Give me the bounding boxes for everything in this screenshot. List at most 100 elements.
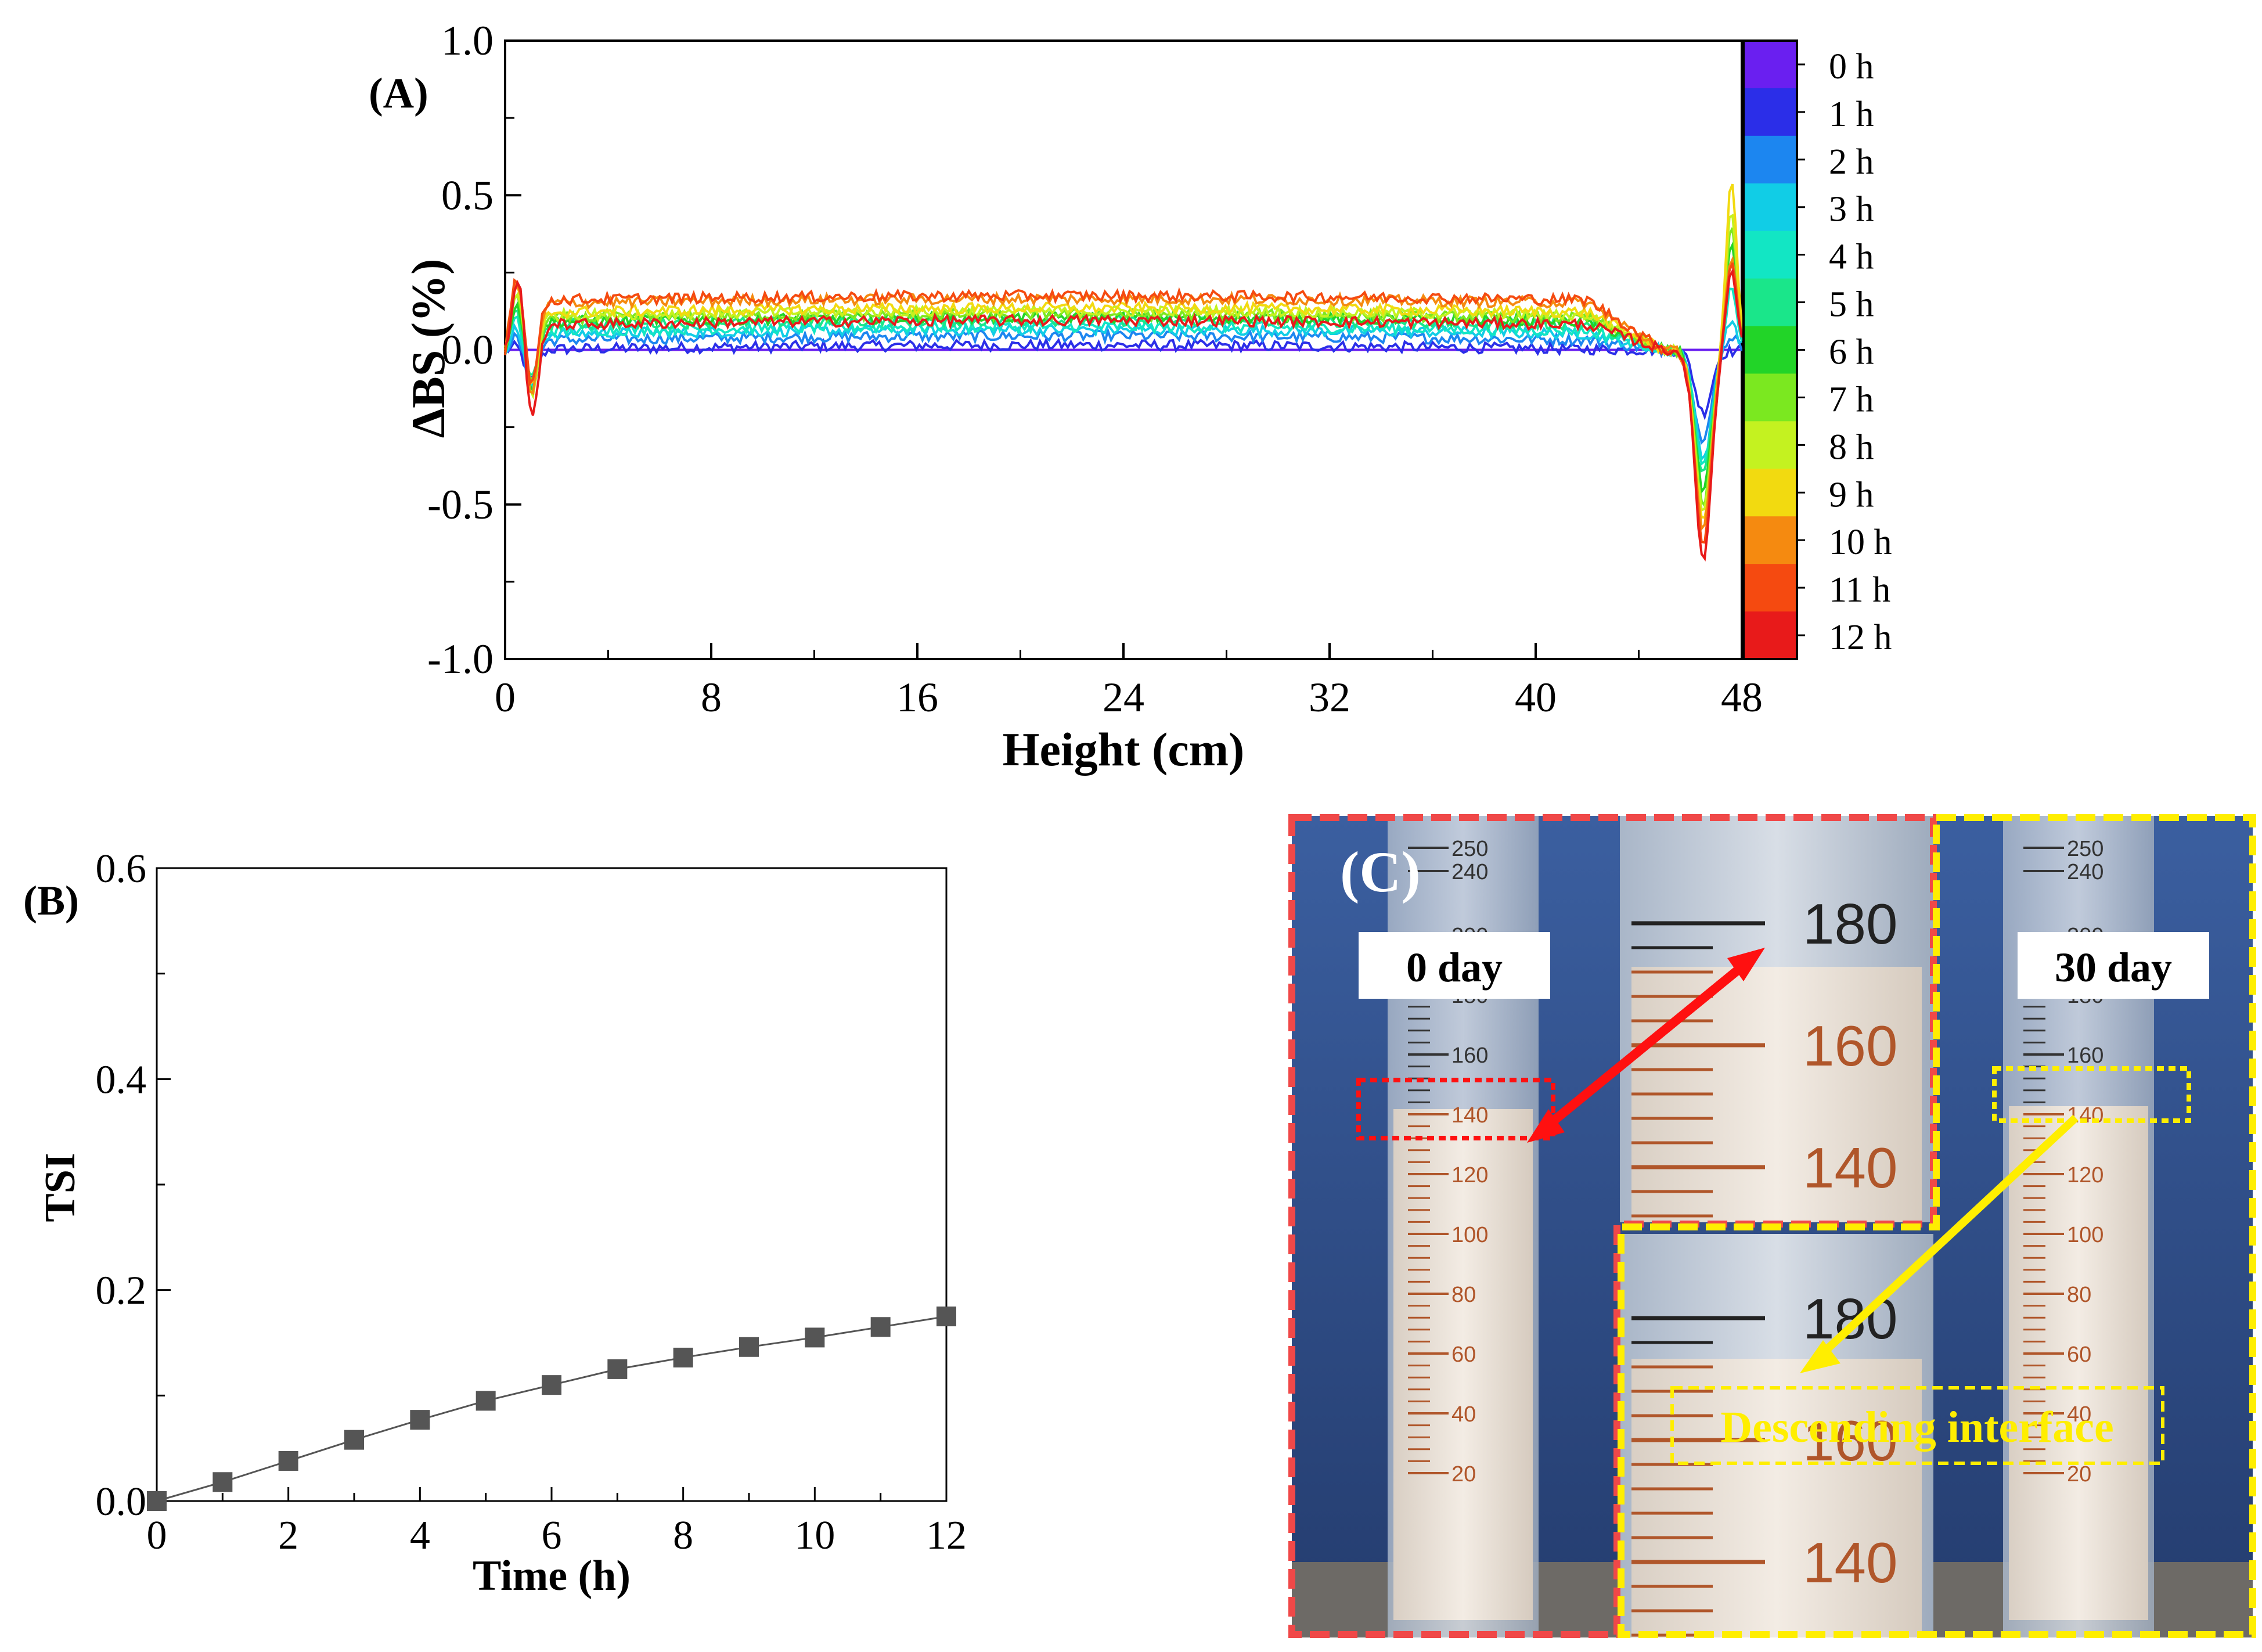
legend-label: 9 h [1829,475,1874,514]
b-x-tick-label: 2 [278,1513,298,1558]
panel-a: (A) 1.0 0.5 0.0 -0.5 -1.0 0 8 16 24 32 40 48 Heigh… [369,17,1892,776]
legend-swatch-0 [1744,41,1797,89]
scale-label: 160 [1451,1043,1488,1068]
legend-label: 1 h [1829,95,1874,134]
arrow-yellow [1800,1114,2079,1373]
legend-label: 7 h [1829,380,1874,419]
zoom-30-day-liquid [1631,1359,1922,1637]
a-y-tick-label: -1.0 [427,636,494,682]
panel-a-x-axis: 0 8 16 24 32 40 48 [495,643,1763,721]
interface-label: Descending interface [1720,1403,2114,1452]
cylinder-30-day-liquid [2009,1106,2148,1620]
a-series-line-1h [504,337,1742,420]
b-y-tick-label: 0.6 [96,847,147,891]
label-box-30-day [2018,932,2209,999]
interface-label-box [1670,1386,2164,1465]
scale-label: 240 [2067,860,2103,884]
legend-swatch-5 [1744,278,1797,327]
legend-swatch-11 [1744,564,1797,613]
scale-label: 20 [1451,1462,1476,1487]
panel-a-label: (A) [369,70,428,117]
scale-label: 80 [1451,1283,1476,1307]
panel-c-label: (C) [1340,840,1421,904]
a-series-line-3h [504,319,1742,462]
b-marker-8h [673,1347,693,1367]
b-marker-12h [937,1307,956,1327]
a-y-tick-label: 1.0 [441,17,494,64]
a-series-line-2h [504,327,1743,445]
arrow-red [1527,948,1765,1143]
scale-label: 80 [2067,1283,2091,1307]
scale-label: 40 [1451,1402,1476,1427]
panel-a-x-label: Height (cm) [1003,723,1245,776]
a-y-tick-label: 0.5 [441,172,494,218]
b-marker-6h [542,1375,561,1395]
legend-label: 2 h [1829,142,1874,182]
panel-b-plot-frame [156,867,948,1502]
a-x-tick-label: 8 [701,674,722,721]
a-series-line-8h [504,213,1743,512]
b-marker-1h [212,1472,233,1492]
zoom-scale-label: 160 [1803,1014,1898,1078]
legend-swatch-7 [1744,373,1797,422]
legend-label: 0 h [1829,47,1874,87]
legend-swatch-8 [1744,421,1797,470]
label-box-0-day [1359,932,1550,999]
zoom-scale-label: 140 [1803,1136,1898,1200]
panel-a-y-label: ΔBS (%) [402,259,455,438]
a-series-line-7h [504,227,1743,509]
panel-b-label: (B) [23,877,79,924]
label-30-day: 30 day [2055,944,2172,991]
zoom-scale-label: 140 [1803,1531,1898,1595]
b-marker-4h [410,1410,430,1430]
legend-swatch-2 [1744,135,1797,184]
legend-swatch-4 [1744,231,1797,279]
legend-label: 6 h [1829,333,1874,372]
scale-label: 250 [2067,837,2103,861]
scale-label: 120 [1451,1163,1488,1187]
scale-label: 140 [1451,1103,1488,1128]
panel-b: (B) 0.6 0.4 0.2 0.0 0 2 4 6 8 10 12 Time (h) TSI [23,847,967,1600]
legend-swatch-12 [1744,611,1797,660]
scale-label: 60 [1451,1343,1476,1367]
a-x-tick-label: 24 [1103,674,1144,721]
b-marker-9h [739,1337,759,1357]
b-series-line [156,1315,947,1502]
a-x-tick-label: 0 [495,674,516,721]
b-marker-5h [476,1391,496,1411]
b-marker-2h [278,1451,298,1471]
legend-label: 8 h [1829,427,1874,467]
scale-label: 100 [2067,1223,2103,1247]
selection-box-0-day [1356,1078,1555,1140]
selection-box-30-day [1992,1066,2191,1123]
red-dashed-frame [1288,814,1937,1638]
b-x-tick-label: 8 [673,1513,693,1558]
scale-label: 60 [2067,1343,2091,1367]
panel-a-series [504,183,1743,562]
panel-b-x-label: Time (h) [473,1552,631,1600]
zoom-scale-label: 180 [1803,892,1898,956]
b-marker-3h [344,1430,364,1450]
legend-label: 12 h [1829,618,1892,657]
b-x-tick-label: 6 [542,1513,562,1558]
panel-b-y-label: TSI [37,1153,84,1222]
a-series-line-12h [504,268,1743,562]
legend-swatch-1 [1744,88,1797,136]
label-0-day: 0 day [1406,944,1503,991]
b-x-tick-label: 10 [794,1513,835,1558]
scale-label: 250 [1451,837,1488,861]
scale-label: 120 [2067,1163,2103,1187]
legend-frame [1742,39,1798,660]
legend-label: 5 h [1829,285,1874,325]
scale-label: 160 [2067,1043,2103,1068]
panel-b-x-axis: 0 2 4 6 8 10 12 [147,1487,967,1558]
a-x-tick-label: 16 [896,674,938,721]
a-series-line-6h [504,240,1743,495]
b-marker-7h [607,1359,628,1379]
panel-a-colorbar-legend: 0 h 1 h 2 h 3 h 4 h 5 h 6 h 7 h 8 h 9 h 10 h 11 h 12… [1742,39,1892,660]
legend-label: 10 h [1829,523,1892,562]
a-series-line-11h [504,262,1743,544]
legend-swatch-10 [1744,516,1797,565]
legend-swatch-6 [1744,326,1797,375]
